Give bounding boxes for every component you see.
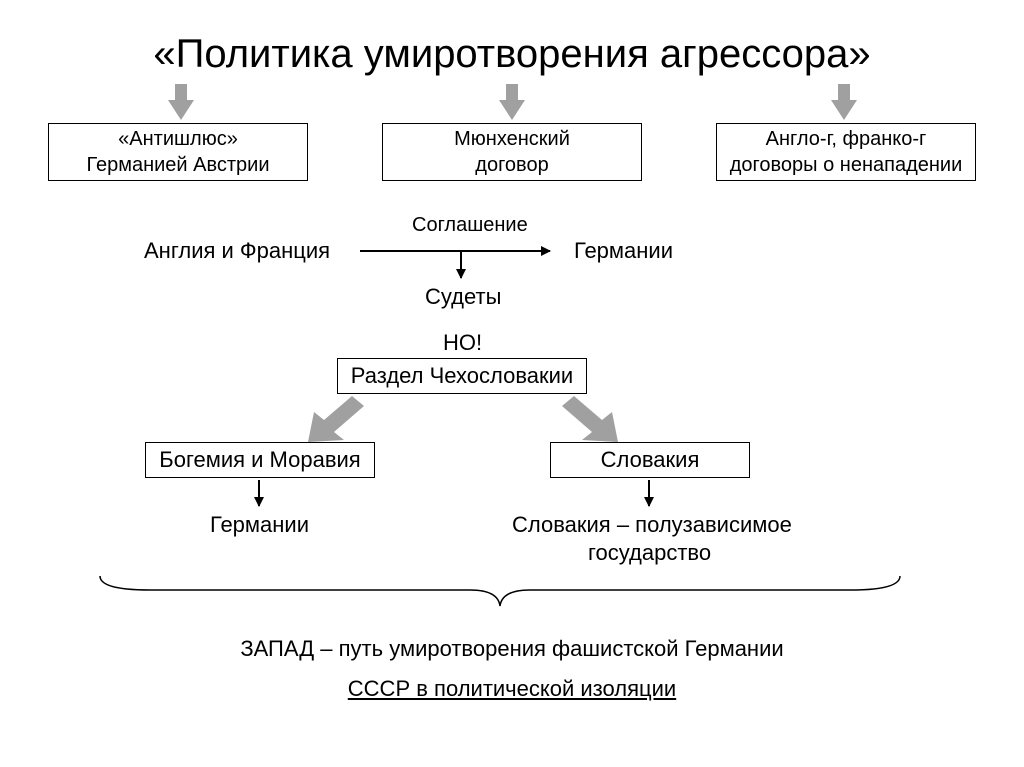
- box-slovakia-label: Словакия: [601, 446, 700, 475]
- box-slovakia: Словакия: [550, 442, 750, 478]
- box-nonaggression-l2: договоры о ненападении: [730, 152, 963, 178]
- box-anschluss: «Антишлюс» Германией Австрии: [48, 123, 308, 181]
- box-nonaggression-l1: Англо-г, франко-г: [766, 126, 927, 152]
- label-slovakia-state-l1: Словакия – полузависимое: [512, 512, 792, 538]
- box-munich: Мюнхенский договор: [382, 123, 642, 181]
- conclusion-ussr: СССР в политической изоляции: [0, 676, 1024, 702]
- top-box-row: «Антишлюс» Германией Австрии Мюнхенский …: [0, 123, 1024, 181]
- arrow-title-to-box3-head: [831, 100, 857, 120]
- box-nonaggression: Англо-г, франко-г договоры о ненападении: [716, 123, 976, 181]
- arrow-bohemia-down: [258, 480, 260, 506]
- arrow-title-to-box2-stem: [506, 84, 518, 100]
- box-munich-l2: договор: [475, 152, 548, 178]
- box-anschluss-l1: «Антишлюс»: [118, 126, 238, 152]
- box-bohemia: Богемия и Моравия: [145, 442, 375, 478]
- box-bohemia-label: Богемия и Моравия: [159, 446, 360, 475]
- label-germany-right: Германии: [574, 238, 673, 264]
- arrow-title-to-box2-head: [499, 100, 525, 120]
- label-sudety: Судеты: [425, 284, 501, 310]
- box-anschluss-l2: Германией Австрии: [86, 152, 269, 178]
- arrow-title-to-box3-stem: [838, 84, 850, 100]
- label-but: НО!: [443, 330, 482, 356]
- box-munich-l1: Мюнхенский: [454, 126, 570, 152]
- box-division: Раздел Чехословакии: [337, 358, 587, 394]
- label-agreement-top: Соглашение: [412, 214, 528, 237]
- label-slovakia-state-l2: государство: [588, 540, 711, 566]
- arrow-division-right: [556, 394, 636, 444]
- arrow-title-to-box1-head: [168, 100, 194, 120]
- arrow-division-left: [290, 394, 370, 444]
- conclusion-west: ЗАПАД – путь умиротворения фашистской Ге…: [0, 636, 1024, 662]
- arrow-agreement-down: [460, 252, 462, 278]
- box-division-label: Раздел Чехословакии: [351, 362, 573, 391]
- label-england-france: Англия и Франция: [144, 238, 330, 264]
- label-to-germany: Германии: [210, 512, 309, 538]
- arrow-slovakia-down: [648, 480, 650, 506]
- page-title: «Политика умиротворения агрессора»: [0, 0, 1024, 85]
- arrow-title-to-box1-stem: [175, 84, 187, 100]
- arrow-agreement-right: [360, 250, 550, 252]
- brace-icon: [90, 572, 910, 612]
